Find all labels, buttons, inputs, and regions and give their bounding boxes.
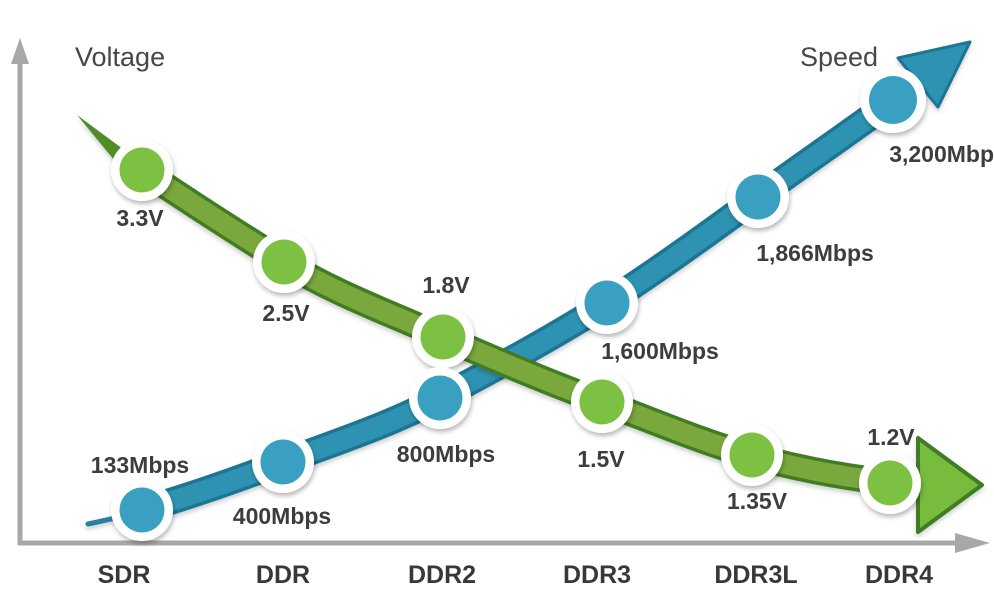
voltage-point-label-ddr3: 1.5V — [577, 446, 625, 472]
data-point-voltage-ddr4 — [859, 452, 921, 514]
voltage-point-label-ddr: 2.5V — [262, 300, 310, 326]
y-axis — [11, 38, 29, 545]
speed-curve — [85, 40, 972, 527]
x-axis-label-ddr2: DDR2 — [407, 561, 477, 589]
voltage-point-label-ddr2: 1.8V — [422, 272, 470, 298]
speed-point-label-ddr3: 1,600Mbps — [601, 338, 719, 364]
voltage-points — [111, 139, 921, 514]
data-point-speed-ddr2 — [409, 367, 471, 429]
data-point-speed-ddr — [252, 431, 314, 493]
speed-point-label-ddr4: 3,200Mbps — [889, 141, 994, 167]
x-axis-label-ddr4: DDR4 — [864, 561, 934, 589]
voltage-point-label-sdr: 3.3V — [116, 205, 164, 231]
voltage-curve — [77, 115, 984, 534]
speed-axis-title: Speed — [800, 42, 879, 72]
speed-points — [111, 67, 926, 541]
data-point-voltage-ddr2 — [412, 306, 474, 368]
data-point-speed-ddr3l — [727, 166, 789, 228]
speed-point-label-sdr: 133Mbps — [90, 452, 190, 478]
speed-point-label-ddr3l: 1,866Mbps — [756, 240, 874, 266]
data-point-voltage-ddr3l — [721, 424, 783, 486]
speed-point-label-ddr: 400Mbps — [232, 503, 332, 529]
data-point-speed-ddr4 — [860, 67, 926, 133]
voltage-point-label-ddr3l: 1.35V — [726, 488, 788, 514]
data-point-speed-ddr3 — [576, 272, 638, 334]
voltage-axis-title: Voltage — [75, 42, 166, 72]
data-point-voltage-ddr — [253, 231, 315, 293]
x-axis-label-sdr: SDR — [97, 561, 151, 589]
voltage-point-label-ddr4: 1.2V — [867, 424, 915, 450]
x-axis-label-ddr: DDR — [255, 561, 311, 589]
x-axis-label-ddr3: DDR3 — [562, 561, 632, 589]
x-axis — [18, 533, 990, 553]
voltage-arrowhead — [916, 436, 984, 534]
data-point-speed-sdr — [111, 479, 173, 541]
data-point-voltage-ddr3 — [571, 371, 633, 433]
x-axis-label-ddr3l: DDR3L — [714, 561, 798, 589]
data-point-voltage-sdr — [111, 139, 173, 201]
speed-point-label-ddr2: 800Mbps — [396, 441, 496, 467]
